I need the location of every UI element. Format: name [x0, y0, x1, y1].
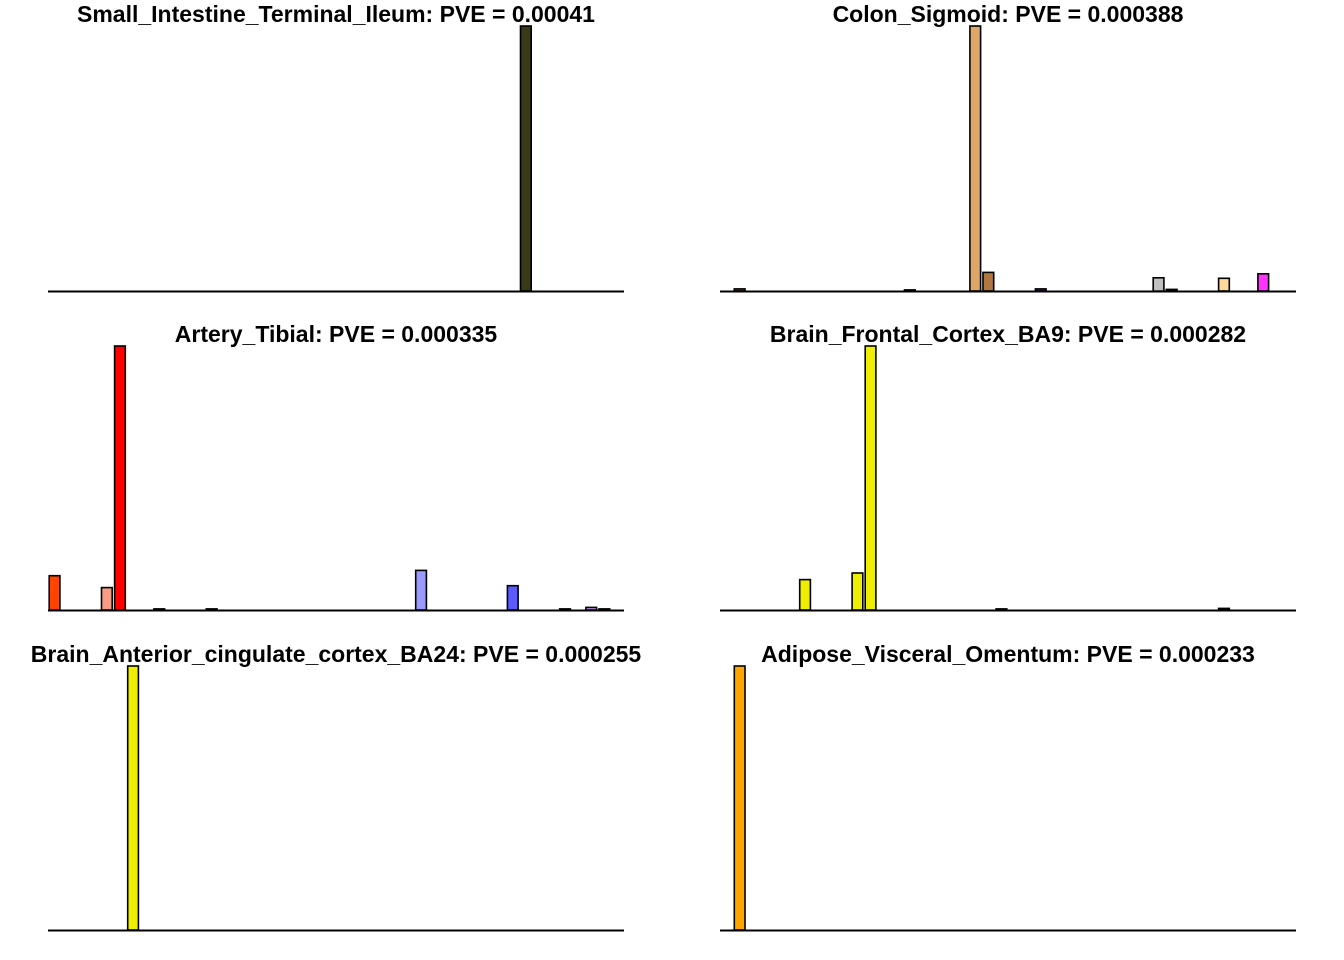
bar [995, 608, 1008, 611]
bar [506, 584, 519, 611]
bar [982, 271, 995, 292]
chart-panel: Small_Intestine_Terminal_Ileum: PVE = 0.… [48, 1, 624, 293]
bar [153, 608, 166, 611]
chart-panel: Adipose_Visceral_Omentum: PVE = 0.000233 [720, 641, 1296, 932]
bar [1152, 276, 1165, 292]
bar [969, 25, 982, 292]
bar [1257, 272, 1270, 292]
bar [414, 569, 428, 611]
chart-panel: Brain_Frontal_Cortex_BA9: PVE = 0.000282 [720, 321, 1296, 612]
bar [519, 25, 532, 292]
bar [1217, 607, 1231, 611]
bar [205, 608, 218, 611]
bar [126, 665, 140, 931]
bar [903, 289, 916, 292]
chart-panel: Colon_Sigmoid: PVE = 0.000388 [720, 1, 1296, 293]
bar [48, 574, 61, 611]
chart-panel: Brain_Anterior_cingulate_cortex_BA24: PV… [31, 641, 642, 932]
bar [558, 608, 572, 611]
bar [1217, 277, 1231, 292]
bar [733, 665, 746, 931]
panel-title: Adipose_Visceral_Omentum: PVE = 0.000233 [761, 641, 1255, 667]
bar [585, 606, 598, 611]
bar [1165, 288, 1178, 292]
bar [798, 578, 812, 611]
bar [733, 288, 746, 292]
bar [113, 345, 127, 611]
bar [1034, 288, 1047, 292]
bar [100, 586, 113, 611]
bar [864, 345, 877, 611]
chart-panel: Artery_Tibial: PVE = 0.000335 [48, 321, 624, 612]
panel-title: Artery_Tibial: PVE = 0.000335 [175, 321, 498, 347]
panel-title: Colon_Sigmoid: PVE = 0.000388 [833, 1, 1184, 27]
bar [851, 572, 864, 611]
bar [598, 608, 611, 611]
panel-title: Brain_Anterior_cingulate_cortex_BA24: PV… [31, 641, 642, 667]
panel-title: Brain_Frontal_Cortex_BA9: PVE = 0.000282 [770, 321, 1246, 347]
panel-title: Small_Intestine_Terminal_Ileum: PVE = 0.… [77, 1, 595, 27]
